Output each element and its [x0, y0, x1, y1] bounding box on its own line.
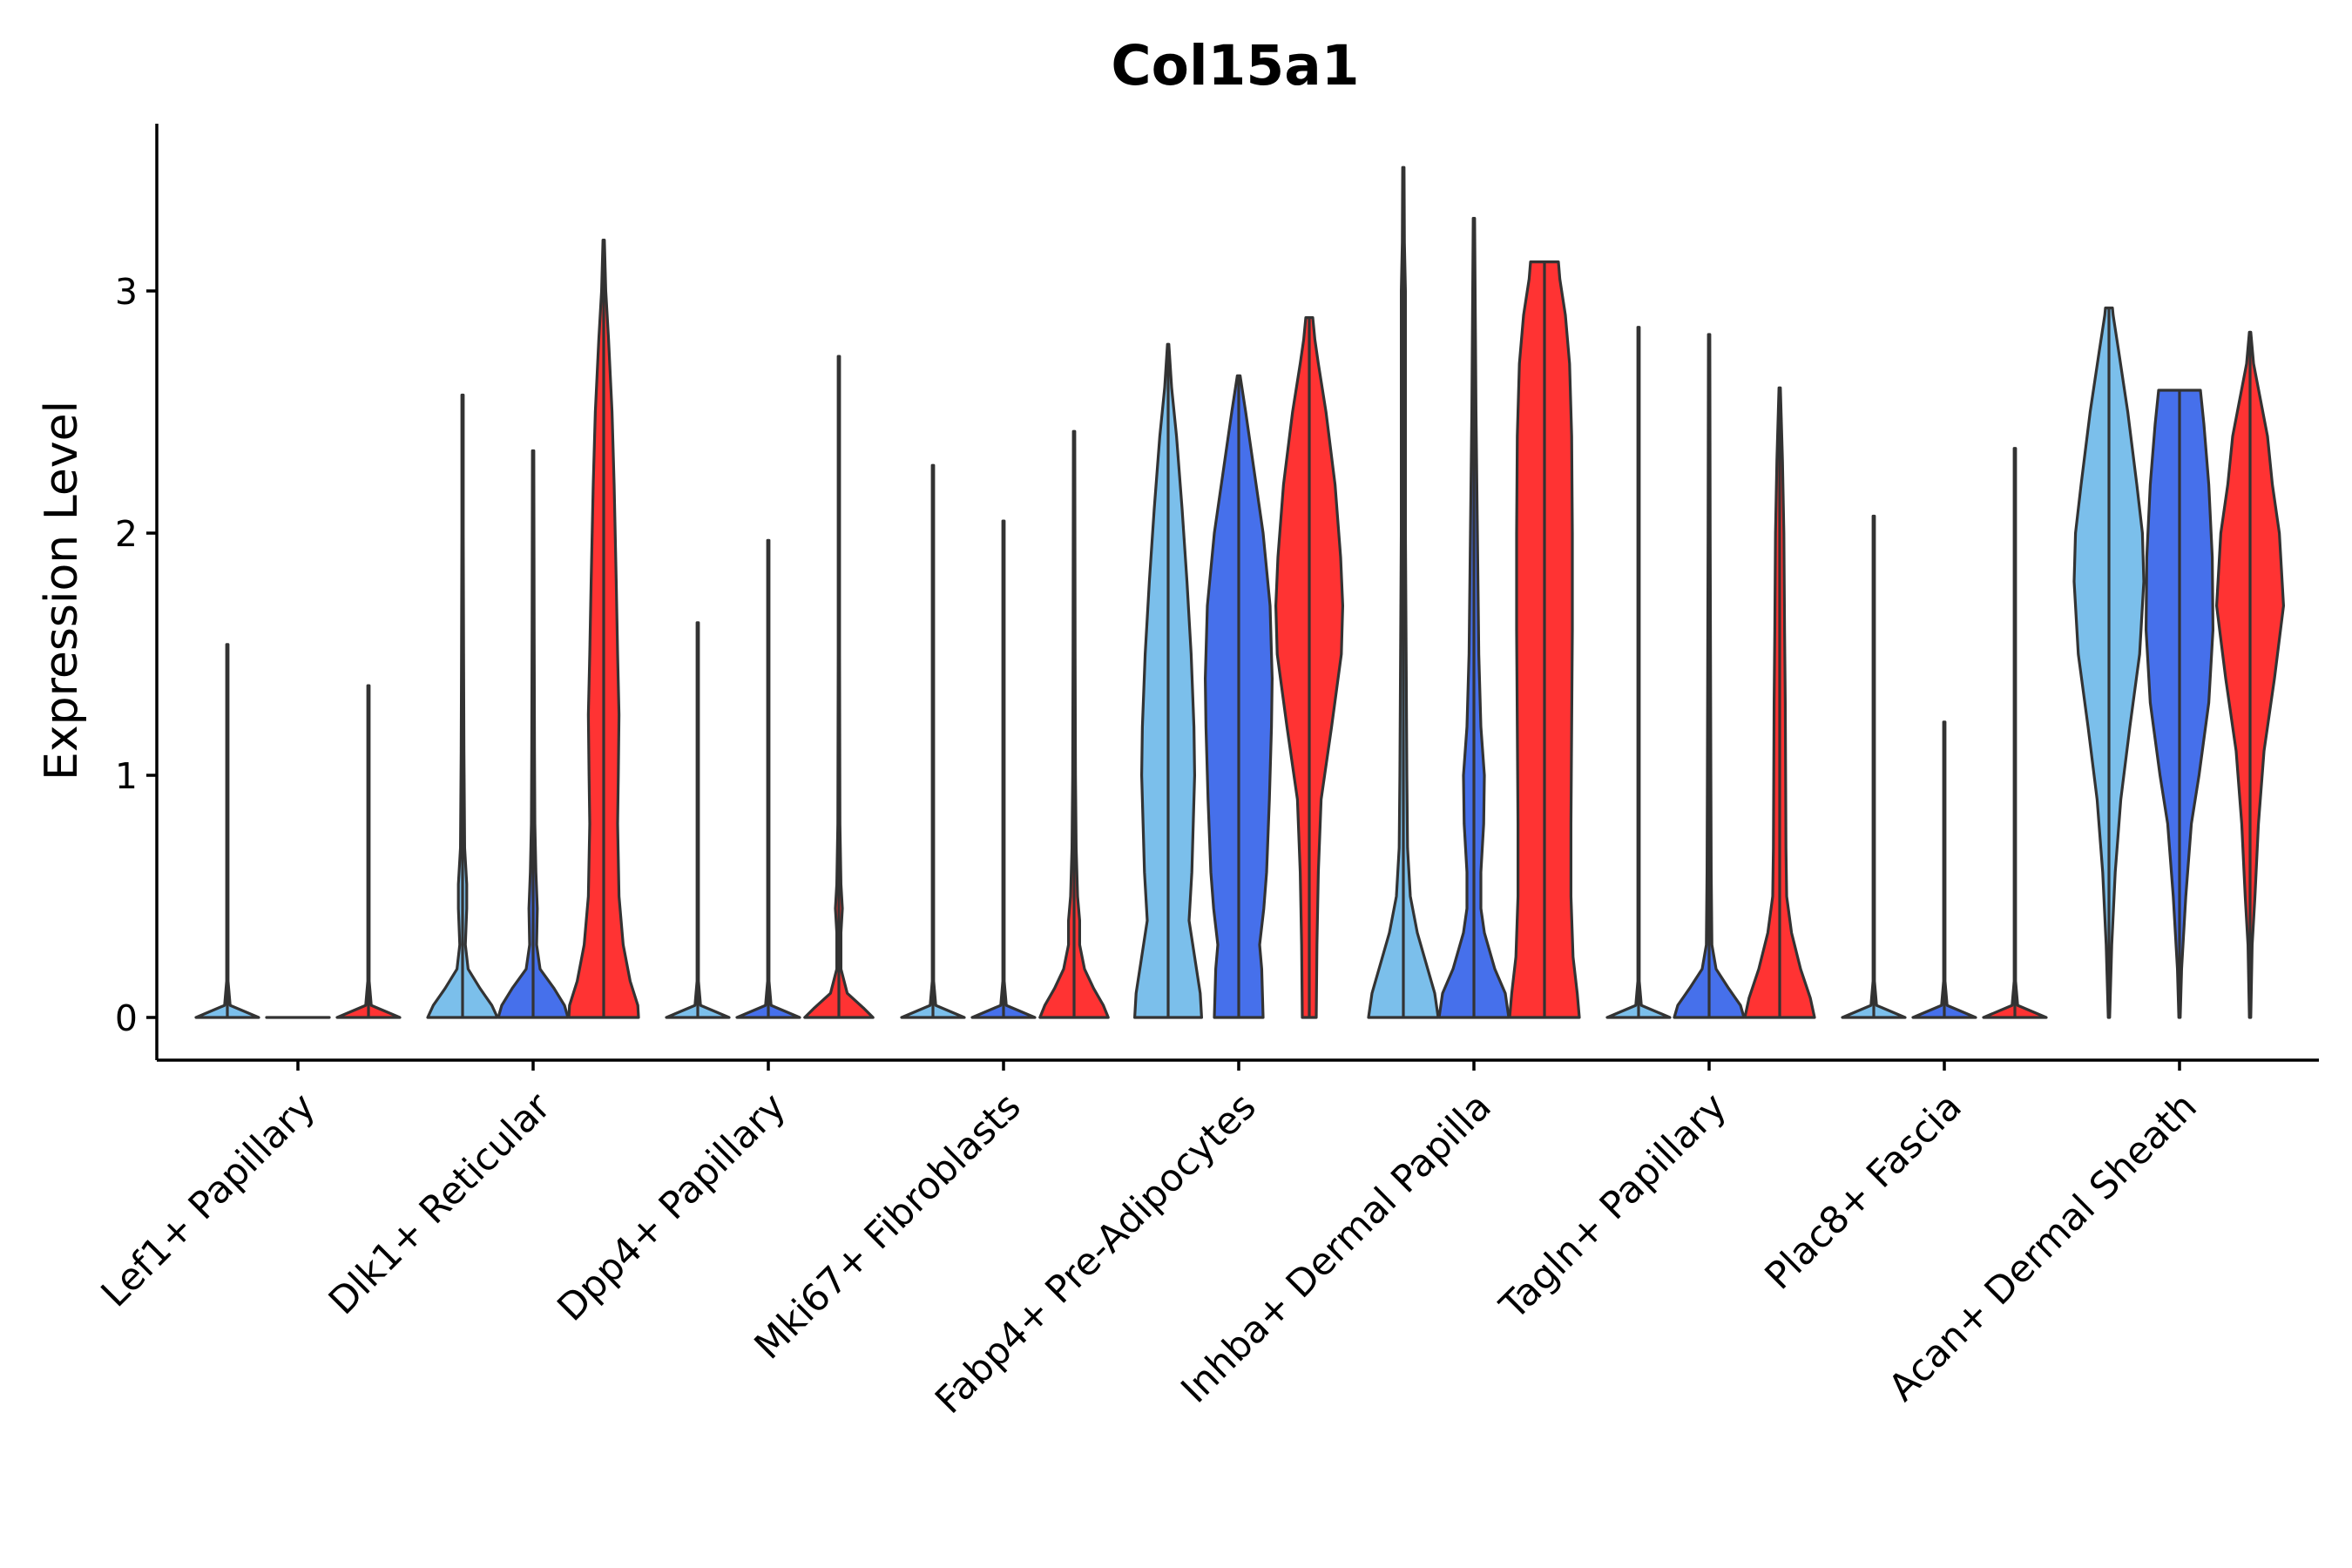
violin-series	[194, 166, 2285, 1019]
chart-title: Col15a1	[1111, 34, 1359, 98]
y-tick-label-0: 0	[115, 997, 138, 1039]
y-axis-ticks: 0 1 2 3	[115, 271, 157, 1039]
y-tick-label-3: 3	[115, 271, 138, 313]
y-tick-label-2: 2	[115, 513, 138, 555]
y-tick-label-1: 1	[115, 755, 138, 797]
y-axis-label: Expression Level	[36, 401, 88, 781]
